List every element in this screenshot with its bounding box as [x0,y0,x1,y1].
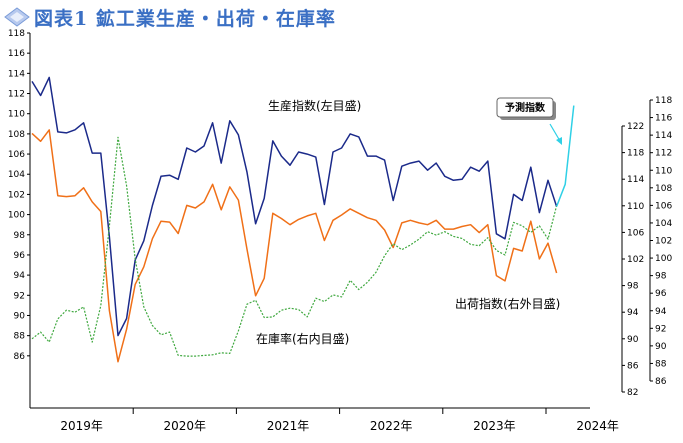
right-outer-tick-label: 114 [655,131,672,141]
chart-title: 図表1 鉱工業生産・出荷・在庫率 [34,7,336,30]
forecast-arrow-line [549,123,561,142]
left-tick-label: 112 [8,90,25,100]
left-tick-label: 118 [8,29,25,39]
right-inner-tick-label: 94 [627,308,639,318]
series-line-3 [555,105,575,207]
right-inner-tick-label: 118 [627,149,644,159]
right-inner-tick-label: 102 [627,255,644,265]
left-axis: 86 88 90 92 94 96 98 100 102 104 106 108 110 112 114 11… [8,29,31,408]
right-outer-tick-label: 106 [655,201,672,211]
right-outer-tick-label: 96 [655,289,667,299]
annotation-layer: 生産指数(左目盛) 出荷指数(右外目盛) 在庫率(右内目盛) 予測指数 [256,97,562,346]
x-tick-label: 2021年 [267,419,310,433]
diamond-logo-icon [4,7,30,27]
x-tick-label: 2023年 [473,419,516,433]
right-outer-tick-label: 100 [655,254,672,264]
forecast-label: 予測指数 [505,101,546,114]
left-tick-label: 108 [8,130,25,140]
series-annotation: 生産指数(左目盛) [268,98,361,113]
left-tick-label: 110 [8,110,25,120]
series-line-2 [31,136,558,357]
right-outer-tick-label: 98 [655,272,667,282]
series-annotation: 在庫率(右内目盛) [256,331,349,346]
right-inner-tick-label: 90 [627,335,639,345]
x-tick-label: 2022年 [370,419,413,433]
right-inner-axis: 82 86 90 94 98 102 106 110 114 118 122 [621,122,644,398]
left-tick-label: 104 [8,170,25,180]
forecast-arrow-head [556,137,562,145]
forecast-label-box [496,97,554,118]
right-outer-tick-label: 102 [655,237,672,247]
series-line-1 [31,129,558,363]
series-annotation: 出荷指数(右外目盛) [455,296,560,311]
right-inner-tick-label: 114 [627,175,644,185]
right-outer-axis: 86 88 90 92 94 96 98 100 102 104 106 108 110 112 114 11… [649,96,672,387]
right-inner-tick-label: 110 [627,202,644,212]
right-outer-tick-label: 88 [655,359,667,369]
x-tick-label: 2024年 [576,419,619,433]
left-tick-label: 100 [8,211,25,221]
left-tick-label: 106 [8,150,25,160]
right-inner-tick-label: 86 [627,361,639,371]
left-tick-label: 102 [8,190,25,200]
right-inner-tick-label: 122 [627,122,644,132]
left-tick-label: 116 [8,49,25,59]
right-inner-tick-label: 98 [627,282,639,292]
right-outer-tick-label: 104 [655,219,672,229]
x-axis: 2019年 2020年 2021年 2022年 2023年 2024年 [30,407,619,433]
chart-title-area: 図表1 鉱工業生産・出荷・在庫率 [4,2,336,32]
left-tick-label: 88 [14,332,26,342]
right-outer-tick-label: 108 [655,184,672,194]
right-inner-tick-label: 106 [627,228,644,238]
x-tick-label: 2019年 [60,419,103,433]
series-layer [31,76,575,363]
right-inner-tick-label: 82 [627,388,638,398]
right-outer-tick-label: 110 [655,166,672,176]
x-tick-label: 2020年 [164,419,207,433]
left-tick-label: 114 [8,69,25,79]
left-tick-label: 90 [14,311,26,321]
right-outer-tick-label: 116 [655,114,672,124]
series-line-0 [31,76,558,337]
right-outer-tick-label: 94 [655,307,667,317]
right-outer-tick-label: 90 [655,342,667,352]
left-tick-label: 92 [14,291,25,301]
left-tick-label: 96 [14,251,26,261]
left-tick-label: 98 [14,231,26,241]
right-outer-tick-label: 92 [655,324,666,334]
right-outer-tick-label: 112 [655,149,672,159]
left-tick-label: 94 [14,271,26,281]
right-outer-tick-label: 118 [655,96,672,106]
right-outer-tick-label: 86 [655,377,667,387]
left-tick-label: 86 [14,352,26,362]
